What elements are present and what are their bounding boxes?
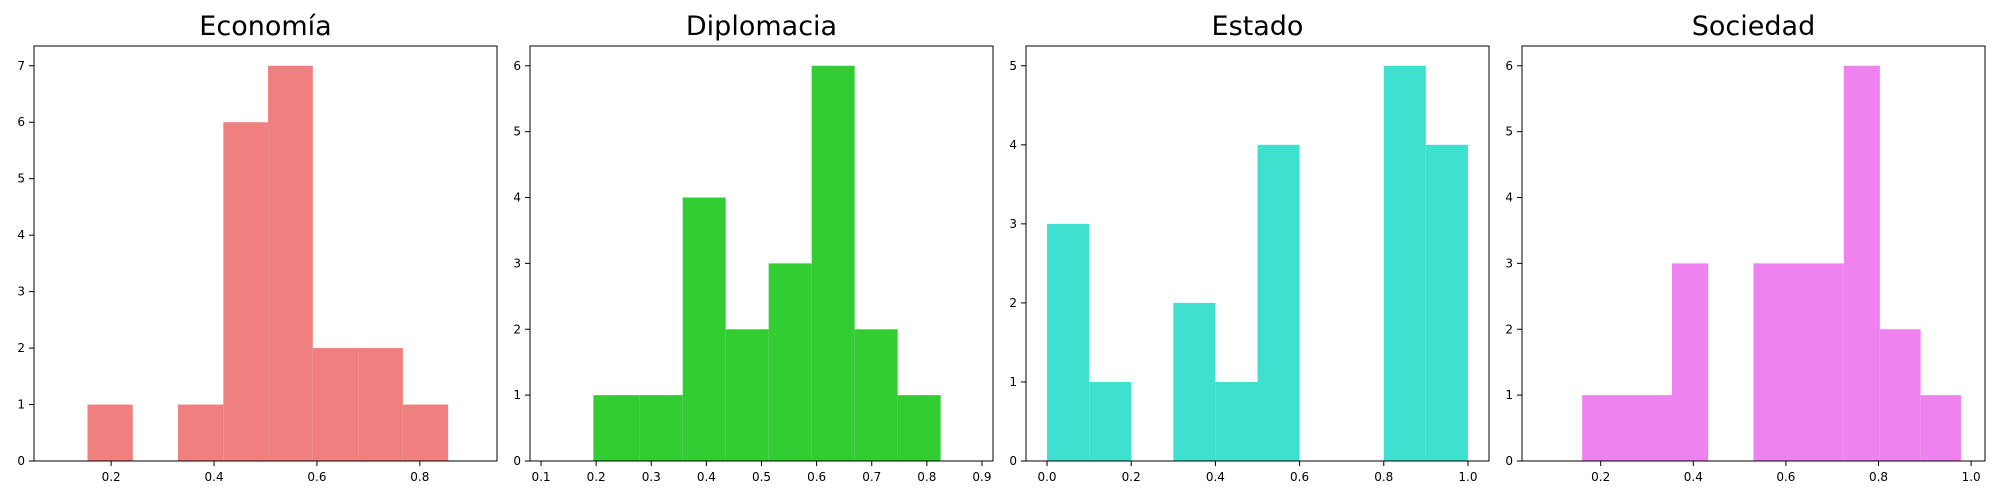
chart-title: Diplomacia (686, 11, 837, 42)
histogram-bar (358, 348, 403, 461)
x-tick-label: 0.0 (1037, 470, 1056, 484)
x-tick-label: 0.2 (1122, 470, 1141, 484)
x-tick-label: 0.4 (1206, 470, 1225, 484)
histogram-bar (1879, 329, 1921, 461)
subplot-3: 0.0 0.2 0.4 0.6 0.8 1.0 0 1 2 3 4 5 Estado (1009, 11, 1490, 484)
histogram-bar (682, 197, 726, 461)
subplot-1: 0.2 0.4 0.6 0.8 0 1 2 3 4 5 6 7 Economía (17, 11, 498, 484)
histogram-bar (223, 122, 269, 461)
histogram-bar (639, 395, 683, 461)
histogram-bar (725, 329, 769, 461)
histogram-bar (1843, 65, 1880, 461)
y-tick-label: 6 (513, 59, 521, 73)
y-tick-label: 6 (1505, 59, 1513, 73)
histogram-bar (402, 404, 449, 461)
y-tick-label: 0 (1009, 454, 1017, 468)
chart-title: Sociedad (1692, 11, 1815, 42)
histogram-bar (1089, 381, 1132, 461)
y-tick-label: 4 (1009, 138, 1017, 152)
y-tick-label: 3 (513, 256, 521, 270)
y-tick-label: 5 (513, 125, 521, 139)
y-tick-label: 5 (1505, 125, 1513, 139)
y-tick-label: 0 (1505, 454, 1513, 468)
x-tick-label: 0.7 (862, 470, 881, 484)
y-tick-label: 1 (17, 398, 25, 412)
x-tick-label: 0.2 (1591, 470, 1610, 484)
histogram-bar (1257, 144, 1300, 461)
x-tick-label: 0.4 (697, 470, 716, 484)
x-tick-label: 0.2 (587, 470, 606, 484)
histogram-bar (1173, 302, 1216, 461)
histogram-bar (1383, 65, 1426, 461)
histogram-bar (178, 404, 224, 461)
x-tick-label: 0.4 (205, 470, 224, 484)
y-tick-label: 1 (1505, 388, 1513, 402)
x-tick-label: 0.6 (1290, 470, 1309, 484)
histogram-bar (854, 329, 898, 461)
chart-title: Economía (199, 11, 331, 42)
histogram-bar (1582, 395, 1623, 461)
histogram-bar (1672, 263, 1709, 461)
y-tick-label: 1 (1009, 375, 1017, 389)
y-tick-label: 4 (1505, 191, 1513, 205)
histogram-bar (312, 348, 359, 461)
y-tick-label: 2 (1009, 296, 1017, 310)
x-tick-label: 1.0 (1962, 470, 1981, 484)
histogram-bar (1215, 381, 1258, 461)
x-tick-label: 0.8 (410, 470, 429, 484)
histogram-bar (268, 65, 313, 461)
histogram-bar (1622, 395, 1673, 461)
x-tick-label: 0.6 (1776, 470, 1795, 484)
x-tick-label: 1.0 (1458, 470, 1477, 484)
x-tick-label: 0.8 (1869, 470, 1888, 484)
x-tick-label: 0.8 (1374, 470, 1393, 484)
x-tick-label: 0.1 (531, 470, 550, 484)
x-tick-label: 0.5 (752, 470, 771, 484)
histogram-bar (1047, 223, 1090, 461)
subplot-4: 0.2 0.4 0.6 0.8 1.0 0 1 2 3 4 5 6 Sociedad (1505, 11, 1986, 484)
y-tick-label: 4 (17, 228, 25, 242)
y-tick-label: 3 (17, 285, 25, 299)
y-tick-label: 3 (1009, 217, 1017, 231)
y-tick-label: 1 (513, 388, 521, 402)
y-tick-label: 6 (17, 115, 25, 129)
histogram-bar (87, 404, 133, 461)
histogram-bar (1753, 263, 1844, 461)
y-tick-label: 3 (1505, 256, 1513, 270)
y-tick-label: 5 (17, 172, 25, 186)
axes-frame (1025, 45, 1490, 462)
x-tick-label: 0.2 (102, 470, 121, 484)
histogram-bar (897, 395, 941, 461)
axes-frame (33, 45, 498, 462)
histogram-bar (1920, 395, 1961, 461)
y-tick-label: 2 (17, 341, 25, 355)
x-tick-label: 0.8 (917, 470, 936, 484)
histogram-bar (1425, 144, 1468, 461)
y-tick-label: 7 (17, 59, 25, 73)
histogram-bar (768, 263, 812, 461)
subplot-2: 0.1 0.2 0.3 0.4 0.5 0.6 0.7 0.8 0.9 0 1 2 3 4 5 6 Diplom… (513, 11, 994, 484)
y-tick-label: 5 (1009, 59, 1017, 73)
y-tick-label: 2 (513, 322, 521, 336)
x-tick-label: 0.3 (642, 470, 661, 484)
axes-frame (1521, 45, 1986, 462)
x-tick-label: 0.6 (807, 470, 826, 484)
chart-title: Estado (1212, 11, 1304, 42)
y-tick-label: 0 (17, 454, 25, 468)
x-tick-label: 0.9 (972, 470, 991, 484)
x-tick-label: 0.6 (307, 470, 326, 484)
y-tick-label: 2 (1505, 322, 1513, 336)
y-tick-label: 0 (513, 454, 521, 468)
histogram-bar (811, 65, 855, 461)
y-tick-label: 4 (513, 191, 521, 205)
x-tick-label: 0.4 (1684, 470, 1703, 484)
histogram-bar (593, 395, 640, 461)
